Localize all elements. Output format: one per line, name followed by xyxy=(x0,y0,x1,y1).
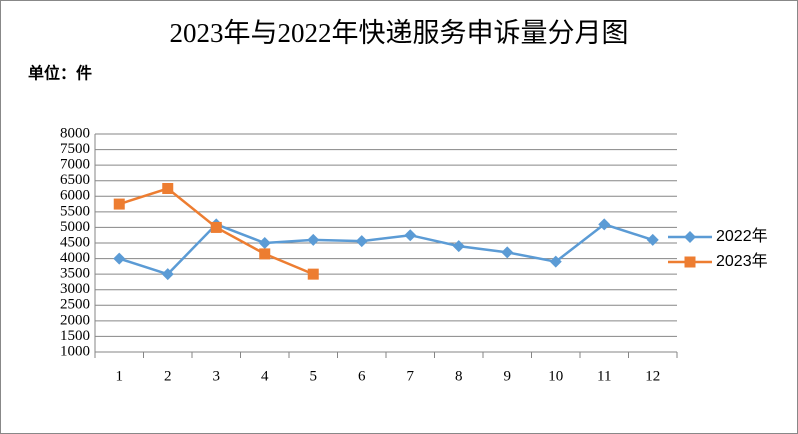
x-tick-label: 4 xyxy=(261,368,269,384)
data-point xyxy=(307,268,319,280)
data-point xyxy=(598,218,611,231)
legend-marker xyxy=(684,256,696,268)
y-tick-label: 6000 xyxy=(60,188,90,204)
x-tick-label: 2 xyxy=(164,368,172,384)
y-tick-label: 5500 xyxy=(60,203,90,219)
x-tick-label: 11 xyxy=(597,368,611,384)
data-point xyxy=(162,183,174,194)
y-tick-label: 7000 xyxy=(60,157,90,173)
data-point xyxy=(259,248,271,260)
y-tick-label: 4000 xyxy=(60,250,90,266)
data-point xyxy=(113,198,125,210)
y-tick-label: 1500 xyxy=(60,328,90,344)
y-tick-label: 3500 xyxy=(60,266,90,282)
data-point xyxy=(501,246,514,259)
y-tick-label: 1000 xyxy=(60,343,90,359)
y-tick-label: 7500 xyxy=(60,141,90,157)
y-tick-label: 2000 xyxy=(60,312,90,328)
y-tick-label: 6500 xyxy=(60,172,90,188)
data-point xyxy=(549,255,562,268)
x-tick-label: 6 xyxy=(358,368,366,384)
legend-marker xyxy=(684,231,696,243)
x-tick-label: 8 xyxy=(455,368,463,384)
unit-label: 单位：件 xyxy=(28,64,92,83)
data-point xyxy=(210,221,222,233)
data-point xyxy=(404,229,417,242)
x-tick-label: 12 xyxy=(645,368,660,384)
y-tick-label: 4500 xyxy=(60,234,90,250)
data-point xyxy=(646,233,659,246)
series-line xyxy=(118,222,654,276)
data-point xyxy=(161,268,174,281)
x-tick-label: 1 xyxy=(116,368,124,384)
chart-title: 2023年与2022年快递服务申诉量分月图 xyxy=(170,18,629,48)
y-tick-label: 5000 xyxy=(60,219,90,235)
y-tick-label: 3000 xyxy=(60,281,90,297)
y-tick-label: 2500 xyxy=(60,297,90,313)
x-tick-label: 10 xyxy=(548,368,563,384)
legend-label: 2023年 xyxy=(716,252,768,270)
data-point xyxy=(452,240,465,253)
data-point xyxy=(307,233,320,246)
x-tick-label: 9 xyxy=(504,368,512,384)
x-tick-label: 3 xyxy=(213,368,221,384)
legend-label: 2022年 xyxy=(716,227,768,245)
y-tick-label: 8000 xyxy=(60,125,90,141)
data-point xyxy=(113,252,126,265)
data-point xyxy=(258,237,271,249)
x-tick-label: 7 xyxy=(407,368,415,384)
x-tick-label: 5 xyxy=(310,368,318,384)
data-point xyxy=(355,235,368,248)
